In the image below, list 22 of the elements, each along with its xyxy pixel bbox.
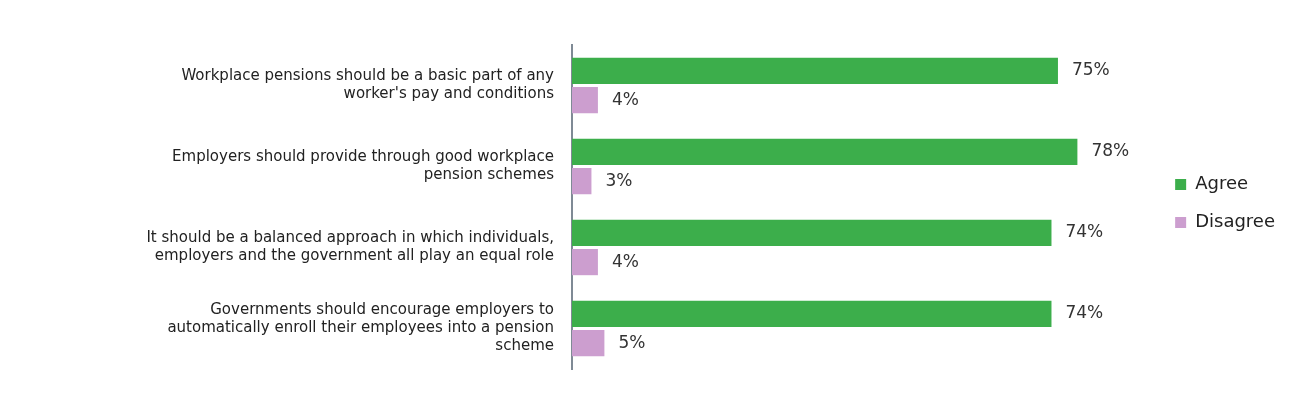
data-label: 4% xyxy=(611,250,639,271)
bar xyxy=(572,167,592,195)
legend-label: Agree xyxy=(1195,172,1249,194)
data-label: 78% xyxy=(1091,140,1130,161)
bar xyxy=(572,57,1058,85)
data-label: 3% xyxy=(605,169,633,190)
y-tick-label: Governments should encourage employers to automatically enroll their employees into a pension scheme xyxy=(167,300,554,355)
bar xyxy=(572,300,1052,328)
y-tick-label: Workplace pensions should be a basic part of any worker's pay and conditions xyxy=(181,66,555,103)
data-label: 5% xyxy=(618,331,646,352)
bar xyxy=(572,329,605,357)
bar xyxy=(572,86,598,114)
data-label: 4% xyxy=(611,88,639,109)
data-label: 75% xyxy=(1071,59,1110,80)
bar xyxy=(572,138,1078,166)
y-tick-label: It should be a balanced approach in which individuals, employers and the government all play an equal role xyxy=(146,228,554,265)
legend-label: Disagree xyxy=(1195,210,1276,232)
bar xyxy=(572,248,598,276)
y-tick-label: Employers should provide through good workplace pension schemes xyxy=(172,147,555,184)
data-label: 74% xyxy=(1065,302,1104,323)
data-label: 74% xyxy=(1065,221,1104,242)
bar xyxy=(572,219,1052,247)
